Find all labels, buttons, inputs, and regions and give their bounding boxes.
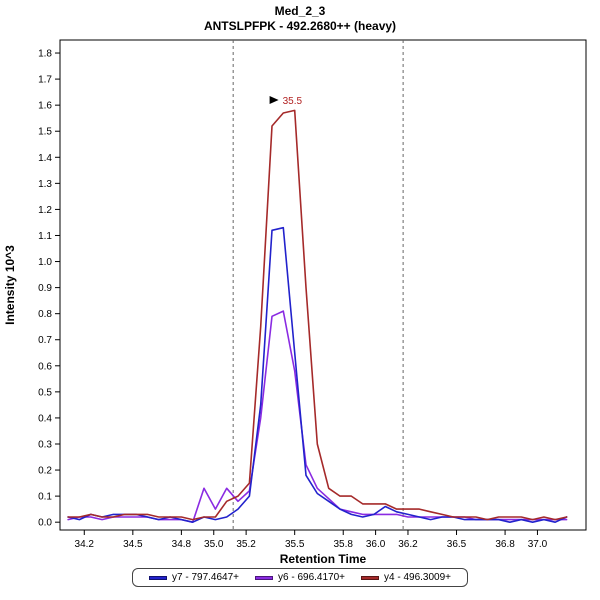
x-axis-label: Retention Time — [280, 552, 367, 566]
x-tick-label: 35.2 — [236, 539, 256, 550]
y-axis-label: Intensity 10^3 — [3, 245, 17, 325]
x-tick-label: 36.5 — [447, 539, 467, 550]
y-tick-label: 1.8 — [38, 49, 52, 60]
y-tick-label: 0.8 — [38, 309, 52, 320]
x-tick-label: 36.8 — [495, 539, 515, 550]
y-tick-label: 0.2 — [38, 466, 52, 477]
legend-label: y7 - 797.4647+ — [172, 572, 239, 583]
x-tick-label: 36.2 — [398, 539, 418, 550]
chart-subtitle: ANTSLPFPK - 492.2680++ (heavy) — [203, 19, 397, 33]
x-tick-label: 36.0 — [366, 539, 386, 550]
x-tick-label: 34.8 — [172, 539, 192, 550]
y-tick-label: 1.6 — [38, 101, 52, 112]
series-line-y4 — [67, 109, 568, 521]
legend-label: y4 - 496.3009+ — [384, 572, 451, 583]
y-tick-label: 0.9 — [38, 283, 52, 294]
peak-marker-icon — [269, 95, 279, 104]
x-tick-label: 35.8 — [333, 539, 353, 550]
x-tick-label: 34.2 — [75, 539, 95, 550]
y-tick-label: 0.4 — [38, 413, 52, 424]
y-tick-label: 1.2 — [38, 205, 52, 216]
y-tick-label: 1.7 — [38, 75, 52, 86]
legend-item-y7: y7 - 797.4647+ — [141, 572, 247, 583]
y-tick-label: 0.0 — [38, 518, 52, 529]
x-tick-label: 35.0 — [204, 539, 224, 550]
chromatogram-plot[interactable]: 0.0 0.1 0.2 0.3 0.4 0.5 0.6 0.7 0.8 0.9 1.0 1.1 1.2 1… — [0, 34, 600, 566]
y-tick-label: 0.5 — [38, 387, 52, 398]
peak-annotation-label: 35.5 — [283, 96, 303, 107]
chart-header: Med_2_3 ANTSLPFPK - 492.2680++ (heavy) — [0, 0, 600, 34]
series-line-y7 — [67, 226, 568, 524]
y-tick-label: 1.5 — [38, 127, 52, 138]
y-tick-label: 1.1 — [38, 231, 52, 242]
legend-label: y6 - 696.4170+ — [278, 572, 345, 583]
legend-swatch-icon — [149, 575, 167, 580]
x-tick-label: 35.5 — [285, 539, 305, 550]
legend-swatch-icon — [361, 575, 379, 580]
legend: y7 - 797.4647+ y6 - 696.4170+ y4 - 496.300… — [132, 568, 468, 587]
y-tick-label: 1.3 — [38, 179, 52, 190]
legend-item-y4: y4 - 496.3009+ — [353, 572, 459, 583]
y-tick-label: 1.0 — [38, 257, 52, 268]
y-tick-label: 0.7 — [38, 335, 52, 346]
plot-frame — [59, 39, 587, 531]
y-tick-label: 1.4 — [38, 153, 52, 164]
plot-wrap: 0.0 0.1 0.2 0.3 0.4 0.5 0.6 0.7 0.8 0.9 1.0 1.1 1.2 1… — [0, 34, 600, 566]
x-tick-label: 37.0 — [528, 539, 548, 550]
legend-item-y6: y6 - 696.4170+ — [247, 572, 353, 583]
x-tick-label: 34.5 — [123, 539, 143, 550]
chart-title: Med_2_3 — [274, 4, 326, 18]
legend-swatch-icon — [255, 575, 273, 580]
y-tick-label: 0.3 — [38, 439, 52, 450]
y-tick-label: 0.1 — [38, 492, 52, 503]
y-tick-label: 0.6 — [38, 361, 52, 372]
